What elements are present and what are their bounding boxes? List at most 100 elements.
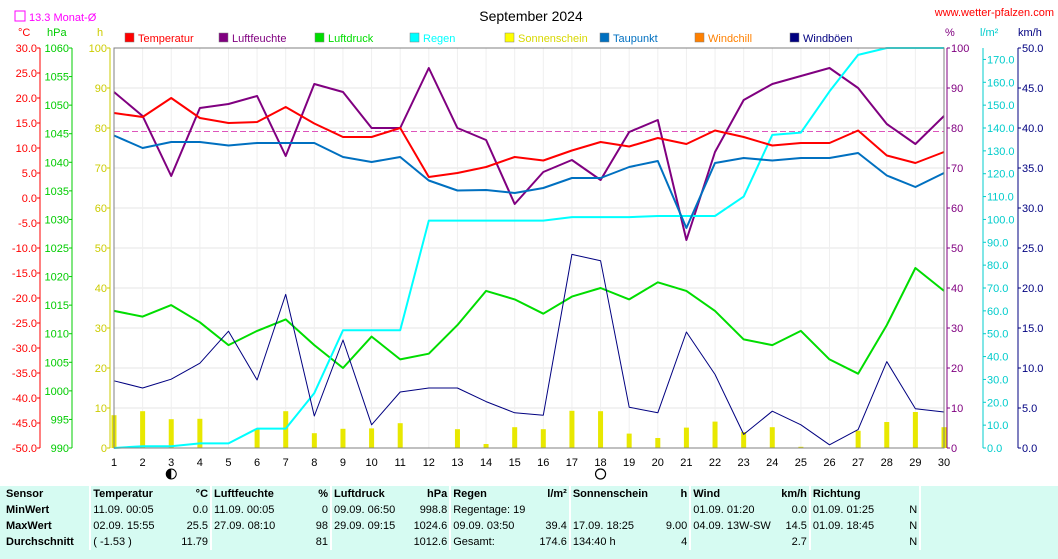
sun-tick-label: 60 (95, 203, 107, 215)
rain-tick-label: 0.0 (987, 443, 1002, 455)
sun-max-time: 17.09. 18:25 (568, 518, 651, 534)
sunshine-bar (912, 412, 918, 448)
temp-tick-label: -40.0 (12, 393, 37, 405)
x-tick-label: 4 (197, 457, 203, 469)
sun-tick-label: 30 (95, 323, 107, 335)
sunshine-bar (397, 423, 403, 448)
x-tick-label: 19 (623, 457, 635, 469)
legend-label: Sonnenschein (518, 33, 588, 45)
sun-tick-label: 50 (95, 243, 107, 255)
sunshine-bar (598, 411, 604, 448)
rain-tick-label: 60.0 (987, 306, 1008, 318)
hum-avg-pre (210, 534, 297, 550)
wind-min-time: 01.09. 01:20 (689, 502, 776, 518)
sunshine-bar (683, 427, 689, 448)
stats-avg-row: Durchschnitt ( -1.53 ) 11.79 81 1012.6 G… (0, 534, 1058, 550)
sunshine-bar (483, 444, 489, 448)
press-tick-label: 1015 (45, 300, 69, 312)
row-label-sensor: Sensor (6, 488, 44, 500)
sunshine-bar (540, 429, 546, 448)
stats-max-row: MaxWert 02.09. 15:55 25.5 27.09. 08:10 9… (0, 518, 1058, 534)
legend: Temperatur Luftfeuchte Luftdruck Regen Sonne… (124, 32, 853, 45)
site-link[interactable]: www.wetter-pfalzen.com (934, 7, 1054, 19)
hum-tick-label: 80 (951, 123, 963, 135)
rain-tick-label: 40.0 (987, 352, 1008, 364)
sun-tick-label: 80 (95, 123, 107, 135)
legend-label: Temperatur (138, 33, 194, 45)
press-tick-label: 1005 (45, 357, 69, 369)
sunshine-bar (197, 418, 203, 448)
wind-avg-val: 2.7 (791, 536, 807, 548)
press-max-val: 1024.6 (413, 520, 448, 532)
hum-avg-val: 81 (315, 536, 329, 548)
series-line-luftdruck (113, 267, 945, 375)
temp-avg-val: 11.79 (181, 536, 209, 548)
sun-tick-label: 0 (101, 443, 107, 455)
temp-tick-label: -35.0 (12, 368, 37, 380)
wind-max-val: 14.5 (785, 520, 807, 532)
temp-tick-label: 15.0 (16, 118, 37, 130)
x-tick-label: 10 (365, 457, 377, 469)
sunshine-bar (626, 433, 632, 448)
x-tick-label: 13 (451, 457, 463, 469)
sunshine-bar (655, 438, 661, 448)
wind-max-time: 04.09. 13W-SW (689, 518, 776, 534)
rain-min-val (527, 502, 569, 518)
rain-tick-label: 30.0 (987, 374, 1008, 386)
press-tick-label: 1030 (45, 214, 69, 226)
col-dir-unit (894, 486, 920, 502)
hum-tick-label: 40 (951, 283, 963, 295)
x-tick-label: 21 (680, 457, 692, 469)
wind-tick-label: 45.0 (1022, 83, 1043, 95)
press-tick-label: 1010 (45, 329, 69, 341)
dir-max-val: N (909, 520, 918, 532)
sunshine-bar (769, 427, 775, 448)
col-temp-unit: °C (195, 488, 209, 500)
col-hum-unit: % (318, 488, 329, 500)
hum-tick-label: 90 (951, 83, 963, 95)
hum-max-time: 27.09. 08:10 (210, 518, 297, 534)
x-tick-label: 12 (423, 457, 435, 469)
wind-avg-pre (689, 534, 776, 550)
x-tick-label: 26 (823, 457, 835, 469)
rain-tick-label: 130.0 (987, 146, 1015, 158)
x-tick-label: 28 (881, 457, 893, 469)
temp-tick-label: 5.0 (22, 168, 37, 180)
series-lines (113, 47, 945, 449)
sun-tick-label: 10 (95, 403, 107, 415)
wind-tick-label: 5.0 (1022, 403, 1037, 415)
rain-tick-label: 20.0 (987, 397, 1008, 409)
rain-tick-label: 150.0 (987, 100, 1015, 112)
press-tick-label: 1025 (45, 243, 69, 255)
legend-label: Regen (423, 33, 455, 45)
temp-tick-label: 10.0 (16, 143, 37, 155)
col-wind-name: Wind (689, 486, 776, 502)
sunshine-bar (798, 446, 804, 448)
x-tick-label: 3 (168, 457, 174, 469)
wind-tick-label: 10.0 (1022, 363, 1043, 375)
legend-swatch (314, 32, 325, 43)
weather-chart: 30.025.020.015.010.05.00.0-5.0-10.0-15.0… (11, 7, 1054, 480)
temp-tick-label: -30.0 (12, 343, 37, 355)
temp-tick-label: -5.0 (18, 218, 37, 230)
wind-tick-label: 50.0 (1022, 43, 1043, 55)
x-tick-label: 2 (140, 457, 146, 469)
statistics-table: Sensor Temperatur °C Luftfeuchte % Luftd… (0, 486, 1058, 550)
legend-label: Taupunkt (613, 33, 658, 45)
press-tick-label: 990 (51, 443, 69, 455)
x-tick-label: 27 (852, 457, 864, 469)
rain-max-val: 39.4 (545, 520, 567, 532)
rain-max-time: 09.09. 03:50 (449, 518, 528, 534)
col-wind-unit: km/h (781, 488, 807, 500)
col-rain-name: Regen (449, 486, 528, 502)
hum-tick-label: 50 (951, 243, 963, 255)
x-tick-label: 11 (394, 457, 405, 469)
temp-tick-label: -10.0 (12, 243, 37, 255)
rain-tick-label: 100.0 (987, 214, 1015, 226)
x-tick-label: 18 (594, 457, 606, 469)
sun-min-val (650, 502, 690, 518)
press-tick-label: 1040 (45, 157, 69, 169)
sunshine-bar (140, 411, 146, 448)
sun-tick-label: 70 (95, 163, 107, 175)
rain-avg-val: 174.6 (539, 536, 567, 548)
